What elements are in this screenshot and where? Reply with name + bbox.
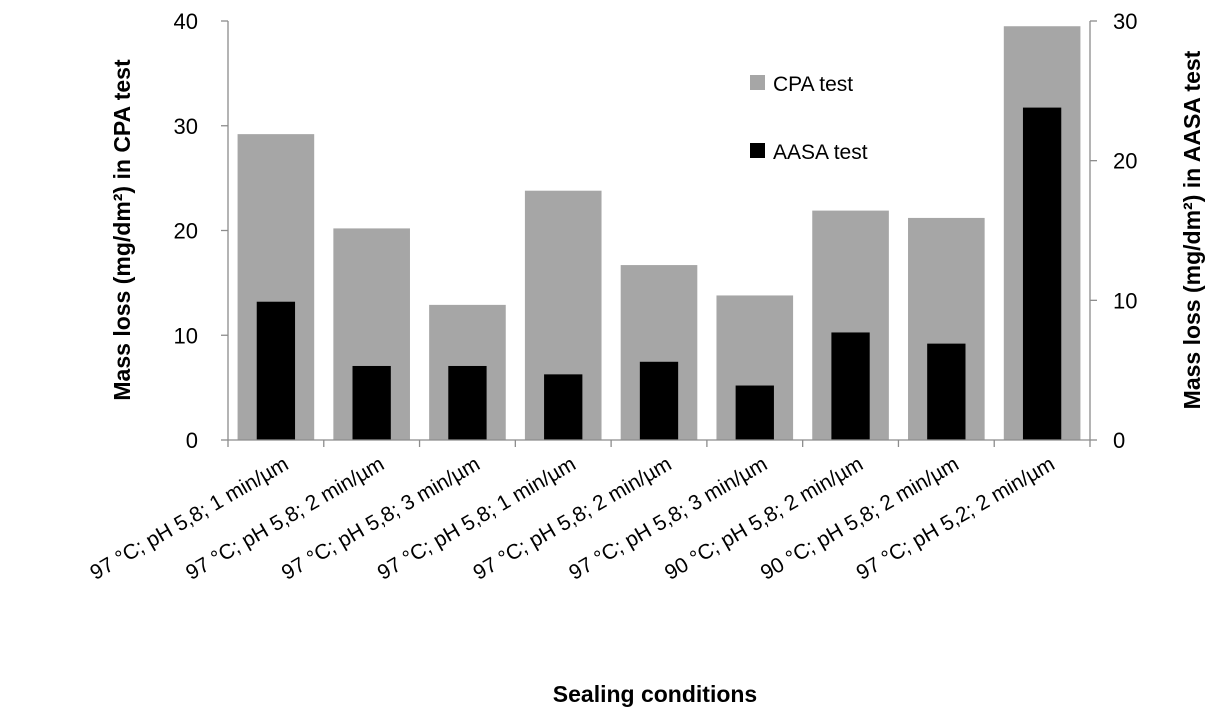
x-axis-title: Sealing conditions: [553, 681, 757, 707]
bar-aasa: [448, 365, 487, 440]
legend: CPA test AASA test: [750, 73, 868, 164]
y-axis-left-title: Mass loss (mg/dm²) in CPA test: [109, 59, 135, 401]
y-right-tick-label: 0: [1113, 428, 1125, 453]
y-right-tick-label: 10: [1113, 288, 1137, 313]
legend-swatch-cpa: [750, 75, 765, 90]
bar-aasa: [735, 385, 774, 440]
legend-label-aasa: AASA test: [773, 141, 868, 164]
bar-aasa: [544, 374, 583, 440]
y-right-tick-label: 20: [1113, 149, 1137, 174]
axes-layer: [221, 20, 1097, 447]
bars-layer: [237, 26, 1081, 441]
bar-aasa: [352, 365, 391, 440]
y-right-tick-label: 30: [1113, 9, 1137, 34]
bar-aasa: [1022, 107, 1062, 441]
y-left-tick-label: 20: [174, 219, 198, 244]
y-axis-right-title: Mass loss (mg/dm²) in AASA test: [1179, 50, 1205, 409]
legend-label-cpa: CPA test: [773, 73, 853, 96]
bar-aasa: [256, 301, 296, 440]
y-left-tick-label: 30: [174, 114, 198, 139]
y-left-tick-label: 40: [174, 9, 198, 34]
bar-aasa: [831, 332, 870, 440]
tick-labels: 0 10 20 30 40 0 10 20 30: [174, 9, 1138, 453]
bar-aasa: [639, 361, 679, 440]
bar-aasa: [927, 343, 966, 440]
legend-swatch-aasa: [750, 143, 765, 158]
y-left-tick-label: 0: [186, 428, 198, 453]
y-left-tick-label: 10: [174, 323, 198, 348]
